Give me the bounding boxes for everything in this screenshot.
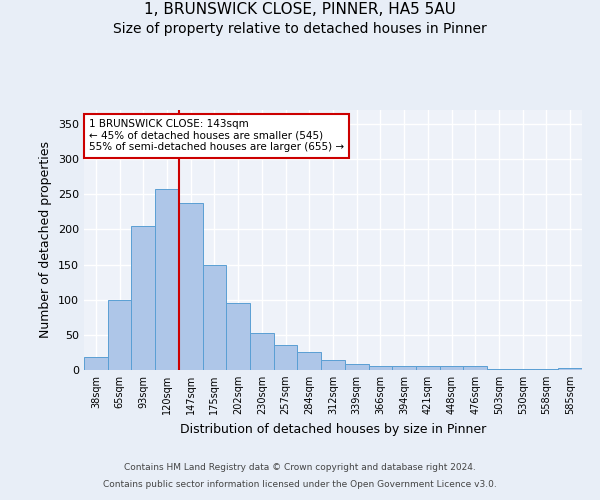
Text: Contains HM Land Registry data © Crown copyright and database right 2024.: Contains HM Land Registry data © Crown c… <box>124 464 476 472</box>
Bar <box>250 334 274 370</box>
Bar <box>321 360 345 370</box>
Bar <box>440 366 463 370</box>
Bar <box>108 300 131 370</box>
Bar <box>463 366 487 370</box>
Bar <box>84 358 108 370</box>
Bar <box>131 226 155 370</box>
Bar <box>298 352 321 370</box>
Text: Contains public sector information licensed under the Open Government Licence v3: Contains public sector information licen… <box>103 480 497 489</box>
Bar <box>155 190 179 370</box>
Text: 1 BRUNSWICK CLOSE: 143sqm
← 45% of detached houses are smaller (545)
55% of semi: 1 BRUNSWICK CLOSE: 143sqm ← 45% of detac… <box>89 119 344 152</box>
Text: 1, BRUNSWICK CLOSE, PINNER, HA5 5AU: 1, BRUNSWICK CLOSE, PINNER, HA5 5AU <box>144 2 456 18</box>
Text: Distribution of detached houses by size in Pinner: Distribution of detached houses by size … <box>180 422 486 436</box>
Bar <box>392 366 416 370</box>
Bar <box>487 368 511 370</box>
Bar <box>274 346 298 370</box>
Bar <box>558 368 582 370</box>
Bar <box>416 366 440 370</box>
Y-axis label: Number of detached properties: Number of detached properties <box>40 142 52 338</box>
Bar <box>368 366 392 370</box>
Bar <box>226 303 250 370</box>
Bar <box>203 266 226 370</box>
Bar <box>179 203 203 370</box>
Bar <box>345 364 368 370</box>
Text: Size of property relative to detached houses in Pinner: Size of property relative to detached ho… <box>113 22 487 36</box>
